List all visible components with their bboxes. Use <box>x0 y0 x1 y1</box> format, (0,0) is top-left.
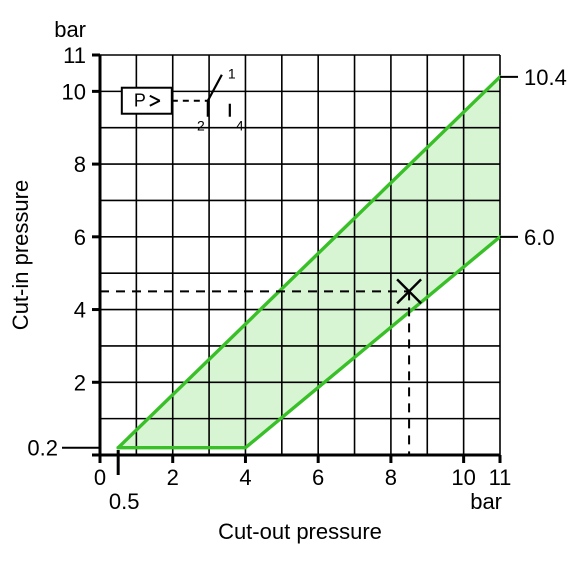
x-tick-label: 11 <box>489 465 512 490</box>
x-tick-label: 8 <box>385 465 397 490</box>
symbol-terminal-1: 1 <box>228 66 236 82</box>
y-tick-label: 10 <box>62 79 86 104</box>
y-tick-label: 2 <box>74 370 86 395</box>
y-tick-label: 8 <box>74 152 86 177</box>
x-extra-tick-label: 0.5 <box>109 489 140 514</box>
y-unit-label: bar <box>54 17 86 42</box>
y-axis-title: Cut-in pressure <box>8 180 33 330</box>
pressure-band-chart: 0 2 4 6 8 10 11 0.5 2 4 6 8 10 11 0.2 10.4 6.0 bar bar Cut-… <box>0 0 580 565</box>
x-tick-label: 2 <box>167 465 179 490</box>
left-side-label: 0.2 <box>27 436 58 461</box>
x-tick-label: 0 <box>94 465 106 490</box>
symbol-terminal-4: 4 <box>236 118 244 134</box>
right-side-label: 6.0 <box>524 225 555 250</box>
y-tick-label: 11 <box>63 43 86 68</box>
symbol-box <box>122 88 172 114</box>
symbol-p-label: P <box>134 91 146 111</box>
right-side-label: 10.4 <box>524 65 567 90</box>
x-axis-title: Cut-out pressure <box>218 519 382 544</box>
x-tick-label: 10 <box>451 465 475 490</box>
x-tick-label: 6 <box>312 465 324 490</box>
symbol-terminal-2: 2 <box>197 118 205 134</box>
chart-svg: 0 2 4 6 8 10 11 0.5 2 4 6 8 10 11 0.2 10.4 6.0 bar bar Cut-… <box>0 0 580 565</box>
y-tick-label: 4 <box>74 298 86 323</box>
x-tick-label: 4 <box>239 465 251 490</box>
y-tick-label: 6 <box>74 225 86 250</box>
x-unit-label: bar <box>470 489 502 514</box>
